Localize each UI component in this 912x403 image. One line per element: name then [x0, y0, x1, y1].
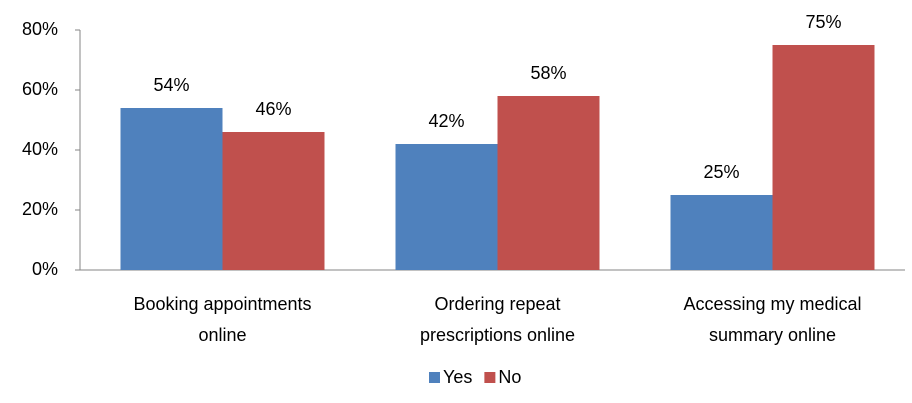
- legend-swatch: [429, 372, 440, 383]
- y-tick-label: 80%: [22, 19, 58, 39]
- legend-label: Yes: [443, 367, 472, 387]
- legend-swatch: [484, 372, 496, 383]
- y-tick-label: 40%: [22, 139, 58, 159]
- bar: [395, 144, 498, 270]
- x-tick-label: Accessing my medical: [683, 294, 861, 314]
- x-tick-label: summary online: [709, 325, 836, 345]
- legend-label: No: [498, 367, 521, 387]
- y-tick-label: 0%: [32, 259, 58, 279]
- value-label: 58%: [530, 63, 566, 83]
- bar: [670, 195, 773, 270]
- bar: [497, 96, 600, 270]
- y-tick-label: 60%: [22, 79, 58, 99]
- x-tick-label: online: [198, 325, 246, 345]
- value-label: 54%: [153, 75, 189, 95]
- x-tick-label: prescriptions online: [420, 325, 575, 345]
- value-label: 42%: [428, 111, 464, 131]
- value-label: 46%: [255, 99, 291, 119]
- bar: [222, 132, 325, 270]
- bar: [772, 45, 875, 270]
- bar: [120, 108, 223, 270]
- y-tick-label: 20%: [22, 199, 58, 219]
- value-label: 75%: [805, 12, 841, 32]
- x-tick-label: Ordering repeat: [434, 294, 560, 314]
- value-label: 25%: [703, 162, 739, 182]
- x-tick-label: Booking appointments: [133, 294, 311, 314]
